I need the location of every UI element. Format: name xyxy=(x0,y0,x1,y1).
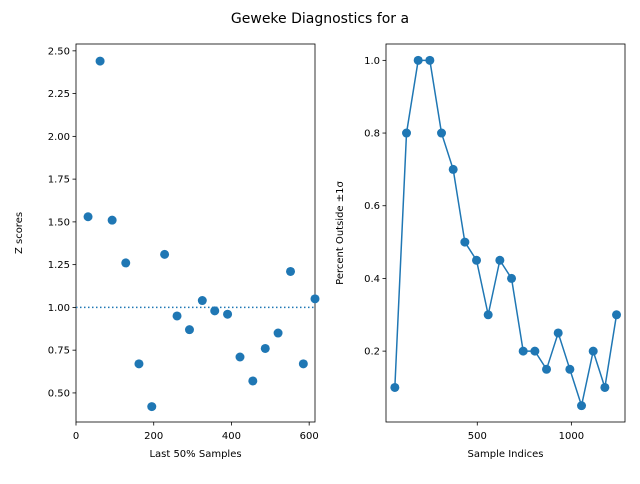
0-ytick-label: 1.25 xyxy=(48,260,70,271)
1-data-point xyxy=(448,164,458,174)
0-ytick-label: 2.50 xyxy=(48,46,70,57)
0-ytick-label: 1.00 xyxy=(48,303,70,314)
0-data-point xyxy=(298,359,308,369)
0-ytick-label: 1.75 xyxy=(48,175,70,186)
0-data-point xyxy=(197,296,207,306)
0-data-point xyxy=(121,258,131,268)
1-data-point xyxy=(425,55,435,65)
0-xtick-label: 600 xyxy=(300,431,319,442)
1-data-point xyxy=(507,273,517,283)
0-ytick-label: 0.75 xyxy=(48,346,70,357)
0-data-point xyxy=(210,306,220,316)
1-xtick-label: 500 xyxy=(468,431,487,442)
1-data-point xyxy=(437,128,447,138)
1-ytick-label: 0.6 xyxy=(364,201,380,212)
0-ytick-label: 2.25 xyxy=(48,89,70,100)
0-data-point xyxy=(273,328,283,338)
1-data-point xyxy=(612,310,622,320)
1-ytick-label: 0.4 xyxy=(364,274,380,285)
0-data-point xyxy=(184,325,194,335)
z-scores-plot: 0 200 400 600 0.50 0.75 1.00 1.25 1.50 1.75 2.00 2.… xyxy=(14,43,320,460)
1-ytick-label: 1.0 xyxy=(364,56,380,67)
1-data-point xyxy=(483,310,493,320)
0-ytick-label: 1.50 xyxy=(48,217,70,228)
0-data-point xyxy=(95,56,105,66)
1-series-line xyxy=(394,59,618,409)
0-data-point xyxy=(107,215,117,225)
0-data-point xyxy=(147,402,157,412)
1-data-point xyxy=(530,346,540,356)
0-data-point xyxy=(260,343,270,353)
0-xlabel: Last 50% Samples xyxy=(149,449,241,460)
0-xtick-label: 400 xyxy=(222,431,241,442)
1-data-point xyxy=(553,328,563,338)
0-ytick-label: 2.00 xyxy=(48,132,70,143)
0-data-point xyxy=(172,311,182,321)
1-xtick-label: 1000 xyxy=(559,431,584,442)
0-ylabel: Z scores xyxy=(14,212,25,254)
0-data-point xyxy=(223,309,233,319)
1-xlabel: Sample Indices xyxy=(468,449,544,460)
0-data-point xyxy=(160,249,170,259)
1-data-point xyxy=(413,55,423,65)
0-ytick-label: 0.50 xyxy=(48,388,70,399)
0-data-point xyxy=(248,376,258,386)
1-data-point xyxy=(600,382,610,392)
0-data-point xyxy=(286,266,296,276)
1-data-point xyxy=(542,364,552,374)
1-data-point xyxy=(402,128,412,138)
1-data-point xyxy=(577,401,587,411)
1-data-point xyxy=(472,255,482,265)
1-ytick-label: 0.8 xyxy=(364,129,380,140)
0-data-point xyxy=(310,294,320,304)
1-ytick-label: 0.2 xyxy=(364,347,380,358)
1-data-point xyxy=(588,346,598,356)
1-ylabel: Percent Outside ±1σ xyxy=(335,181,346,285)
1-data-point xyxy=(460,237,470,247)
0-axes-frame xyxy=(75,43,316,423)
1-data-point xyxy=(565,364,575,374)
0-xtick-label: 0 xyxy=(73,431,79,442)
1-data-point xyxy=(495,255,505,265)
0-data-point xyxy=(235,352,245,362)
percent-outside-plot: 500 1000 0.2 0.4 0.6 0.8 1.0 Sample Indices Perc… xyxy=(335,43,626,460)
0-data-point xyxy=(134,359,144,369)
1-axes-frame xyxy=(385,43,626,423)
1-data-point xyxy=(390,382,400,392)
1-data-point xyxy=(518,346,528,356)
figure-title: Geweke Diagnostics for a xyxy=(231,11,409,27)
0-data-point xyxy=(83,212,93,222)
0-xtick-label: 200 xyxy=(144,431,163,442)
